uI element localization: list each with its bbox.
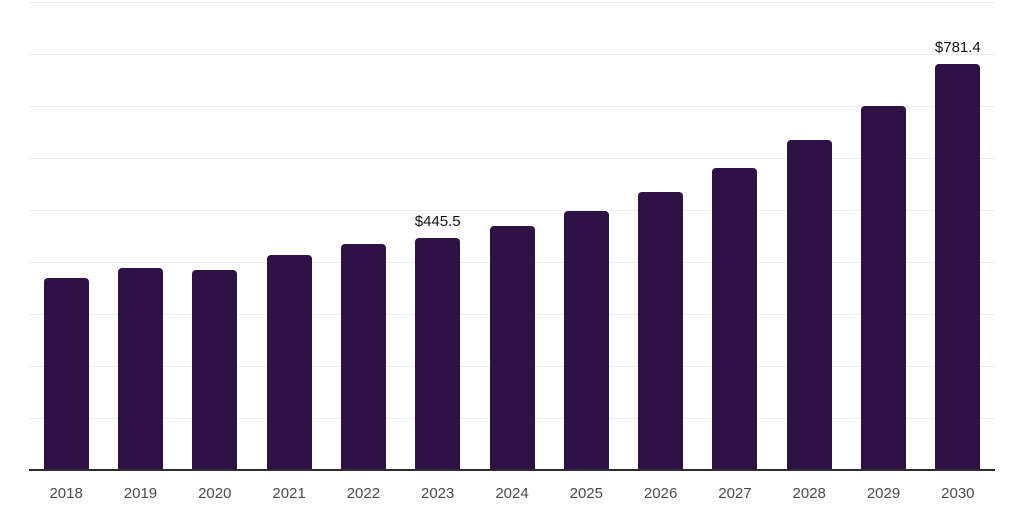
- x-tick-label-2018: 2018: [49, 485, 83, 502]
- data-label-2023: $445.5: [414, 213, 461, 231]
- bar-2029: [861, 105, 907, 470]
- bar-2028: [786, 140, 832, 470]
- bar-2030: [935, 63, 981, 470]
- bar-2025: [563, 210, 609, 470]
- bar-2018: [43, 278, 89, 470]
- x-tick-label-2020: 2020: [198, 485, 232, 502]
- gridline-600: [29, 158, 995, 159]
- x-axis-line: [29, 469, 995, 471]
- x-tick-label-2027: 2027: [718, 485, 752, 502]
- x-tick-label-2028: 2028: [792, 485, 826, 502]
- bar-2023: [415, 238, 461, 470]
- x-tick-label-2026: 2026: [643, 485, 678, 502]
- gridline-500: [29, 210, 995, 211]
- bar-2020: [192, 270, 238, 470]
- data-label-2030: $781.4: [934, 38, 981, 56]
- bar-2024: [489, 225, 535, 470]
- gridline-800: [29, 54, 995, 55]
- bar-2019: [117, 268, 163, 470]
- bar-2027: [712, 167, 758, 470]
- x-tick-label-2019: 2019: [123, 485, 158, 502]
- x-tick-label-2030: 2030: [941, 485, 975, 502]
- bar-2022: [340, 244, 386, 470]
- x-tick-label-2023: 2023: [421, 485, 455, 502]
- x-tick-label-2024: 2024: [495, 485, 529, 502]
- x-tick-label-2022: 2022: [346, 485, 381, 502]
- x-tick-label-2025: 2025: [569, 485, 603, 502]
- x-tick-label-2021: 2021: [272, 485, 306, 502]
- gridline-700: [29, 106, 995, 107]
- gridline-900: [29, 2, 995, 3]
- x-tick-label-2029: 2029: [866, 485, 901, 502]
- bar-2026: [638, 191, 684, 470]
- bar-2021: [266, 255, 312, 470]
